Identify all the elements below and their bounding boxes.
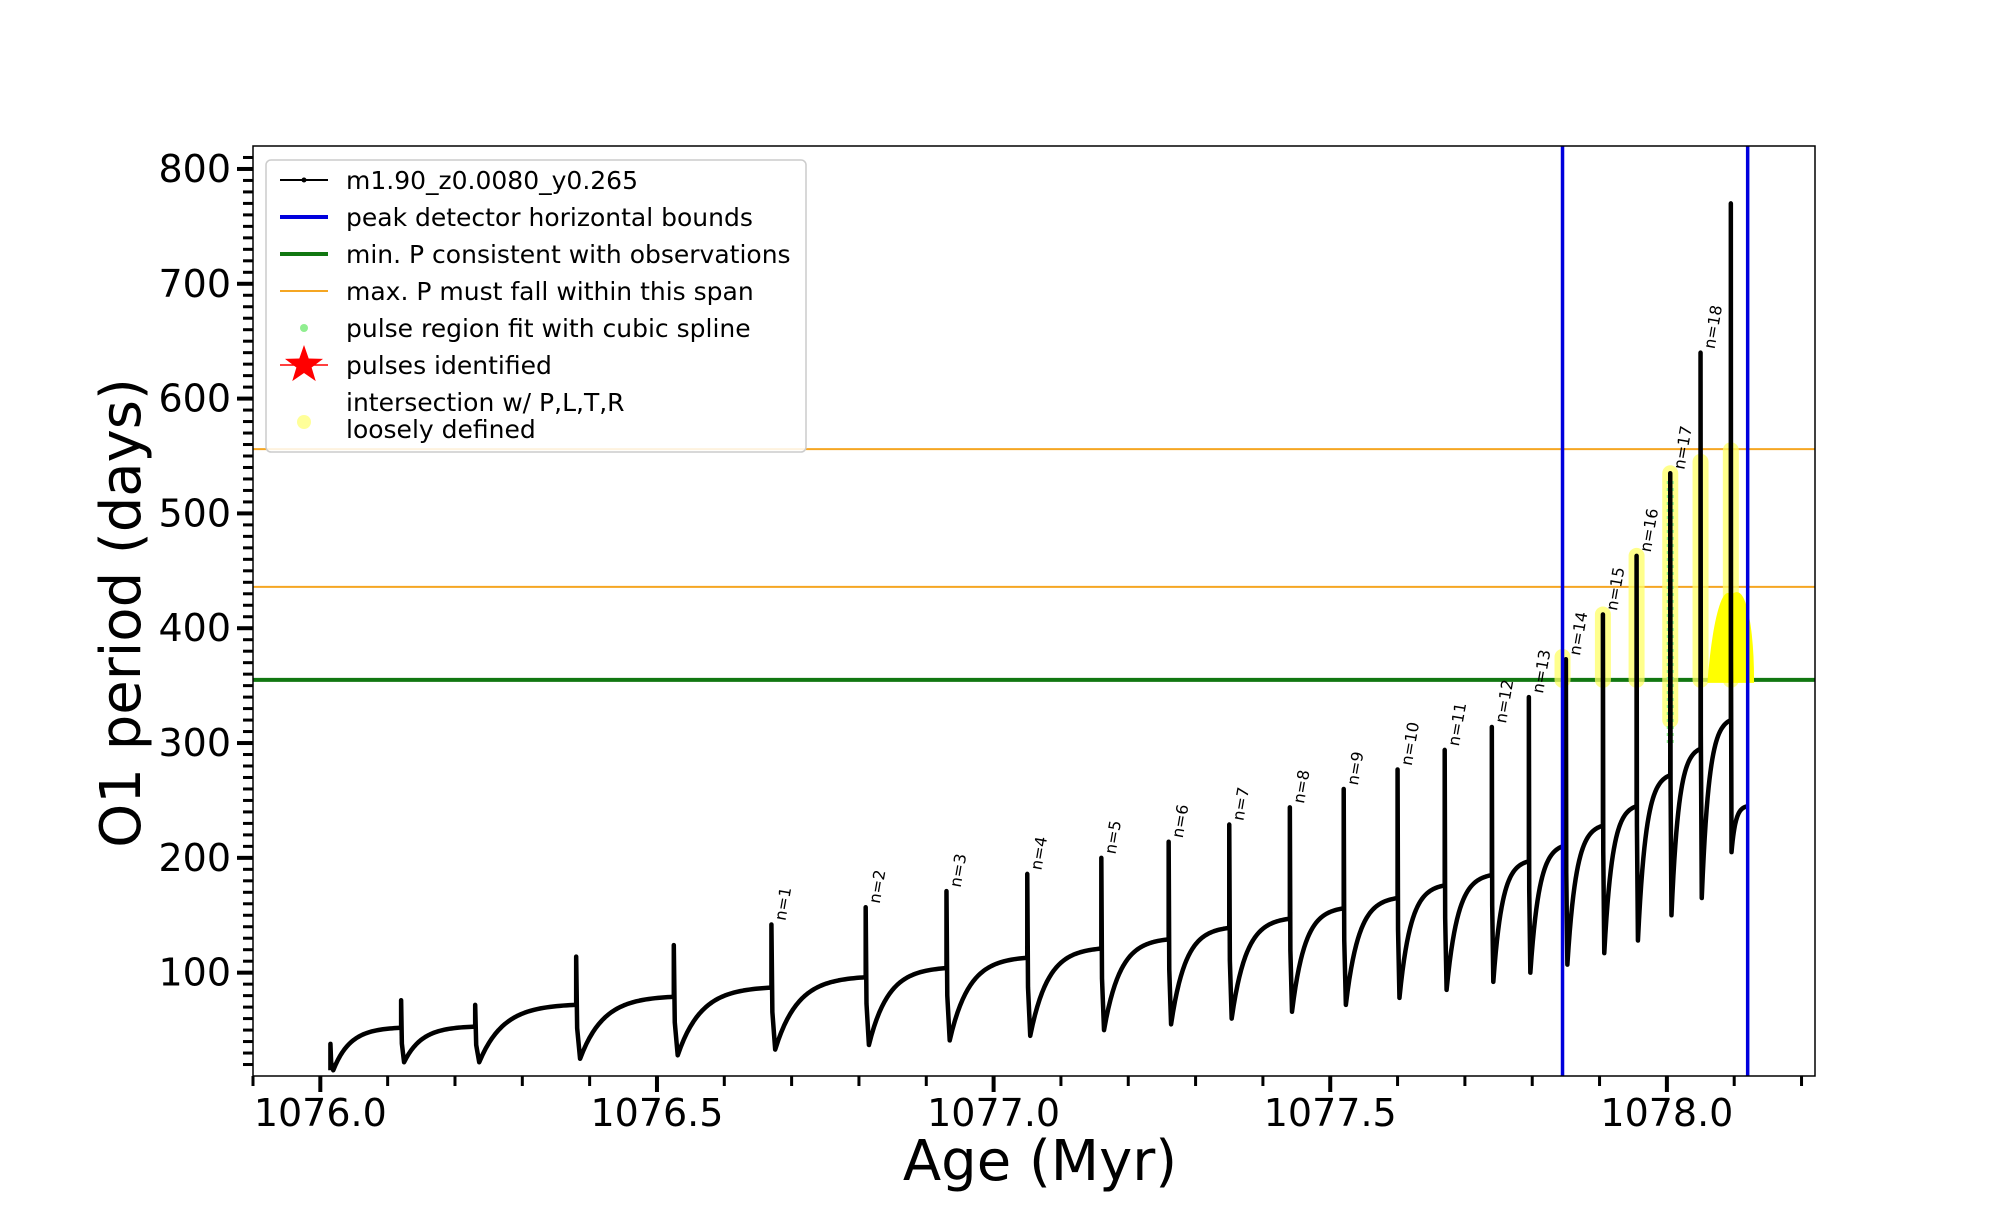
pulse-cycle-19 (1563, 656, 1604, 967)
pulse-cycle-10 (1099, 855, 1169, 1033)
pulse-label-3: n=3 (946, 852, 971, 889)
pulse-cycle-21 (1634, 553, 1672, 943)
legend-marker-dot-0 (301, 177, 307, 183)
y-axis-label: O1 period (days) (89, 378, 154, 848)
x-tick-label-2: 1077.0 (927, 1091, 1060, 1135)
pulse-cycle-11 (1166, 839, 1230, 1027)
plot-area: n=1 n=2 n=3 n=4 n=5 n=6 n=7 n=8 n=9 n=10 n=11 n=12 n… (253, 146, 1815, 1076)
pulse-label-11: n=11 (1444, 701, 1470, 748)
legend-marker-4 (300, 324, 308, 332)
pulse-cycle-3 (472, 1002, 577, 1065)
pulse-cycle-23 (1698, 350, 1733, 901)
pulse-cycle-20 (1600, 612, 1638, 956)
legend-marker-5 (284, 345, 324, 382)
pulse-cycle-13 (1287, 805, 1345, 1014)
x-tick-label-3: 1077.5 (1264, 1091, 1397, 1135)
y-tick-label-5: 600 (158, 377, 231, 421)
pulse-cycle-17 (1489, 724, 1530, 985)
pulse-label-13: n=13 (1528, 648, 1554, 695)
x-tick-label-4: 1078.0 (1600, 1091, 1733, 1135)
pulse-label-15: n=15 (1602, 565, 1628, 612)
legend-label-6: intersection w/ P,L,T,R (346, 388, 625, 417)
x-tick-label-1: 1076.5 (590, 1091, 723, 1135)
pulse-label-10: n=10 (1397, 720, 1423, 767)
legend-label-0: m1.90_z0.0080_y0.265 (346, 166, 638, 195)
pulse-cycle-9 (1025, 871, 1102, 1039)
pulse-cycle-1 (328, 1025, 402, 1073)
axes: 1076.0 1076.5 1077.0 1077.5 1078.0 100 200 300 4… (158, 145, 1816, 1135)
pulse-cycle-12 (1227, 822, 1291, 1021)
pulse-label-2: n=2 (865, 868, 890, 905)
legend-label-4: pulse region fit with cubic spline (346, 314, 751, 343)
pulse-label-18: n=18 (1700, 304, 1726, 351)
legend-box (265, 159, 807, 453)
pulse-label-8: n=8 (1289, 768, 1314, 805)
pulse-cycle-6 (769, 922, 866, 1052)
pulse-cycle-14 (1341, 786, 1399, 1008)
legend-label-3: max. P must fall within this span (346, 277, 754, 306)
pulse-cycle-15 (1395, 767, 1446, 1001)
pulse-cycle-2 (398, 997, 476, 1065)
pulse-label-9: n=9 (1343, 750, 1368, 787)
y-tick-label-7: 800 (158, 147, 231, 191)
y-tick-label-4: 500 (158, 491, 231, 535)
pulse-label-6: n=6 (1168, 803, 1193, 840)
pulse-cycle-18 (1526, 694, 1567, 975)
pulse-label-17: n=17 (1669, 424, 1695, 471)
pulse-label-4: n=4 (1026, 835, 1051, 872)
x-axis-label: Age (Myr) (903, 1129, 1177, 1194)
pulse-label-7: n=7 (1228, 786, 1253, 823)
y-tick-label-3: 400 (158, 606, 231, 650)
pulse-label-1: n=1 (771, 885, 796, 922)
y-tick-label-1: 200 (158, 836, 231, 880)
pulse-label-16: n=16 (1636, 507, 1662, 554)
pulse-cycle-22 (1668, 470, 1702, 918)
y-tick-label-6: 700 (158, 262, 231, 306)
pulse-cycle-24 (1728, 201, 1750, 855)
legend-label-1: peak detector horizontal bounds (346, 203, 753, 232)
pulse-cycle-16 (1442, 747, 1493, 993)
pulse-label-14: n=14 (1565, 610, 1591, 657)
y-tick-label-2: 300 (158, 721, 231, 765)
pulse-cycle-7 (863, 904, 947, 1048)
x-tick-label-0: 1076.0 (254, 1091, 387, 1135)
legend-label-5: pulses identified (346, 351, 552, 380)
pulse-label-5: n=5 (1101, 819, 1126, 856)
legend-label-6: loosely defined (346, 415, 536, 444)
pulse-cycle-5 (671, 942, 772, 1058)
y-tick-label-0: 100 (158, 951, 231, 995)
legend-marker-6 (297, 415, 311, 429)
pulse-cycle-4 (573, 954, 674, 1062)
pulse-label-12: n=12 (1491, 678, 1517, 725)
plot-frame (252, 145, 1816, 1077)
legend-label-2: min. P consistent with observations (346, 240, 791, 269)
pulse-cycle-8 (944, 888, 1028, 1043)
